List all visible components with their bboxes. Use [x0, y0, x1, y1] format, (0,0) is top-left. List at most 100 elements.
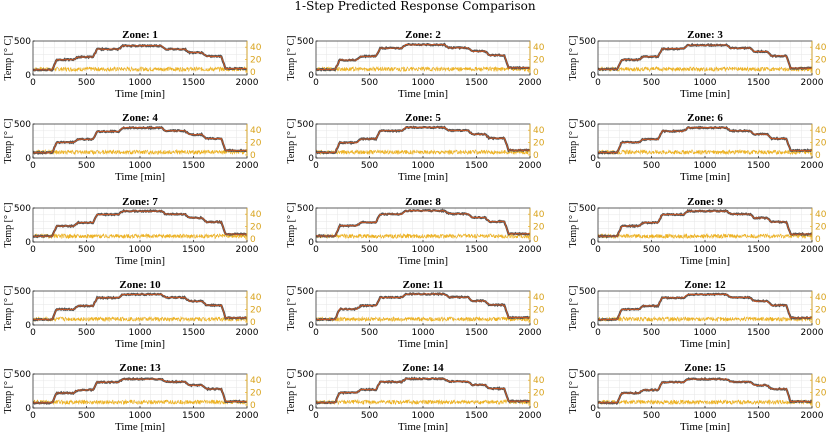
y-tick-label: 500 [579, 37, 596, 47]
right-y-tick-label: 20 [250, 223, 262, 233]
x-tick-label: 500 [78, 411, 95, 421]
right-y-tick-label: 20 [533, 56, 545, 66]
plot-series [598, 208, 812, 240]
subplot-title: Zone: 4 [122, 112, 158, 124]
series-error-zone-6 [598, 148, 812, 156]
y-tick-label: 0 [590, 321, 596, 331]
x-tick-label: 500 [643, 411, 660, 421]
subplot-title: Zone: 3 [687, 29, 723, 41]
plot-series [316, 292, 530, 323]
series-error-zone-14 [316, 398, 530, 406]
y-axis-label: Temp [° C] [568, 369, 579, 414]
x-tick-label: 1500 [747, 328, 770, 338]
x-tick-label: 2000 [519, 328, 542, 338]
right-y-tick-label: 40 [815, 376, 827, 386]
series-predicted-zone-4 [33, 126, 247, 154]
right-y-tick-label: 20 [815, 306, 827, 316]
right-y-tick-label: 40 [815, 210, 827, 220]
x-tick-label: 1000 [412, 161, 435, 171]
right-y-tick-label: 20 [815, 389, 827, 399]
y-axis-label: Temp [° C] [3, 369, 14, 414]
right-y-tick-label: 0 [815, 151, 821, 161]
x-tick-label: 0 [313, 411, 319, 421]
x-axis-label: Time [min] [680, 171, 730, 183]
series-error-zone-9 [598, 233, 812, 240]
x-tick-label: 1000 [412, 78, 435, 88]
right-y-tick-label: 0 [533, 151, 539, 161]
right-y-tick-label: 0 [533, 68, 539, 78]
x-tick-label: 1000 [412, 328, 435, 338]
right-y-tick-label: 40 [533, 43, 545, 53]
right-y-tick-label: 40 [533, 210, 545, 220]
x-tick-label: 500 [78, 161, 95, 171]
x-tick-label: 1000 [694, 328, 717, 338]
y-tick-label: 0 [308, 154, 314, 164]
y-tick-label: 500 [297, 204, 314, 214]
right-y-tick-label: 0 [533, 235, 539, 245]
series-error-zone-4 [33, 148, 247, 156]
y-tick-label: 0 [25, 154, 31, 164]
x-tick-label: 2000 [236, 78, 259, 88]
x-axis-label: Time [min] [115, 171, 165, 183]
y-axis-label: Temp [° C] [3, 119, 14, 164]
right-y-tick-label: 20 [250, 389, 262, 399]
x-axis-label: Time [min] [680, 338, 730, 350]
x-tick-label: 0 [313, 328, 319, 338]
y-tick-label: 500 [14, 370, 31, 380]
y-tick-label: 0 [25, 71, 31, 81]
y-tick-label: 0 [25, 321, 31, 331]
y-tick-label: 500 [14, 37, 31, 47]
x-tick-label: 0 [595, 78, 601, 88]
series-error-zone-5 [316, 149, 530, 156]
x-tick-label: 1500 [182, 78, 205, 88]
plot-series [316, 125, 530, 156]
x-tick-label: 1000 [412, 245, 435, 255]
right-y-tick-label: 40 [533, 376, 545, 386]
y-tick-label: 0 [308, 321, 314, 331]
right-y-tick-label: 40 [250, 126, 262, 136]
right-y-tick-label: 20 [533, 139, 545, 149]
x-tick-label: 2000 [236, 245, 259, 255]
x-axis-label: Time [min] [398, 338, 448, 350]
x-tick-label: 1000 [129, 78, 152, 88]
plot-series [316, 42, 530, 73]
x-tick-label: 1500 [465, 245, 488, 255]
x-tick-label: 2000 [801, 161, 824, 171]
x-axis-label: Time [min] [398, 255, 448, 267]
x-tick-label: 2000 [801, 328, 824, 338]
x-tick-label: 500 [78, 245, 95, 255]
right-y-tick-label: 20 [250, 56, 262, 66]
x-tick-label: 2000 [236, 161, 259, 171]
right-y-tick-label: 40 [533, 126, 545, 136]
x-tick-label: 2000 [801, 411, 824, 421]
subplot-title: Zone: 14 [402, 362, 444, 374]
x-tick-label: 1000 [694, 161, 717, 171]
y-tick-label: 500 [14, 204, 31, 214]
right-y-tick-label: 0 [533, 318, 539, 328]
x-tick-label: 1000 [694, 245, 717, 255]
plot-series [316, 208, 530, 240]
y-axis-label: Temp [° C] [568, 36, 579, 81]
x-tick-label: 1500 [182, 161, 205, 171]
x-tick-label: 1500 [465, 78, 488, 88]
series-predicted-zone-5 [316, 126, 530, 154]
y-axis-label: Temp [° C] [568, 119, 579, 164]
y-axis-label: Temp [° C] [286, 36, 297, 81]
y-tick-label: 0 [590, 404, 596, 414]
x-tick-label: 2000 [519, 245, 542, 255]
x-tick-label: 1500 [182, 411, 205, 421]
y-tick-label: 0 [308, 238, 314, 248]
series-predicted-zone-10 [33, 293, 247, 321]
right-y-tick-label: 20 [815, 223, 827, 233]
series-predicted-zone-12 [598, 293, 812, 321]
x-tick-label: 0 [313, 78, 319, 88]
x-tick-label: 500 [643, 161, 660, 171]
